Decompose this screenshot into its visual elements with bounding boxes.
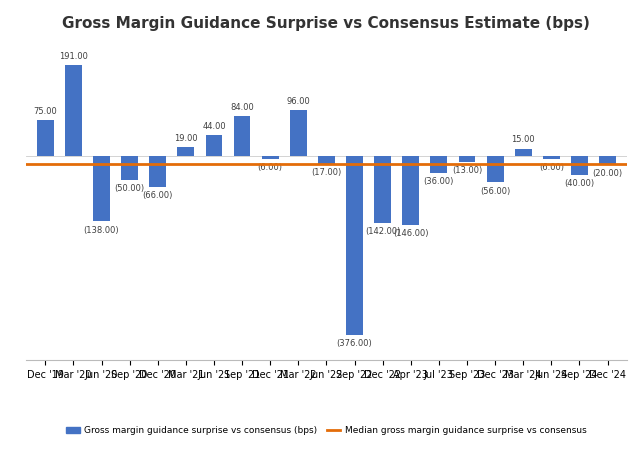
Bar bbox=[65, 65, 82, 156]
Text: (6.00): (6.00) bbox=[539, 163, 564, 172]
Bar bbox=[234, 116, 250, 156]
Text: (142.00): (142.00) bbox=[365, 227, 400, 237]
Text: (6.00): (6.00) bbox=[258, 163, 283, 172]
Text: (20.00): (20.00) bbox=[593, 170, 623, 178]
Bar bbox=[205, 135, 222, 156]
Bar bbox=[93, 156, 110, 221]
Bar bbox=[290, 110, 307, 156]
Text: (36.00): (36.00) bbox=[424, 177, 454, 186]
Bar bbox=[515, 149, 532, 156]
Text: (56.00): (56.00) bbox=[480, 187, 510, 195]
Text: (376.00): (376.00) bbox=[337, 339, 372, 348]
Text: 96.00: 96.00 bbox=[287, 97, 310, 106]
Text: (66.00): (66.00) bbox=[143, 191, 173, 201]
Text: (13.00): (13.00) bbox=[452, 166, 482, 175]
Text: (146.00): (146.00) bbox=[393, 230, 429, 238]
Bar bbox=[37, 120, 54, 156]
Bar bbox=[599, 156, 616, 165]
Bar bbox=[403, 156, 419, 225]
Bar bbox=[458, 156, 476, 162]
Text: (50.00): (50.00) bbox=[115, 184, 145, 193]
Bar bbox=[149, 156, 166, 187]
Bar bbox=[121, 156, 138, 180]
Title: Gross Margin Guidance Surprise vs Consensus Estimate (bps): Gross Margin Guidance Surprise vs Consen… bbox=[63, 16, 590, 30]
Bar bbox=[374, 156, 391, 223]
Bar bbox=[262, 156, 278, 158]
Text: 15.00: 15.00 bbox=[511, 135, 535, 145]
Text: 191.00: 191.00 bbox=[59, 52, 88, 61]
Text: (138.00): (138.00) bbox=[84, 225, 119, 235]
Legend: Gross margin guidance surprise vs consensus (bps), Median gross margin guidance : Gross margin guidance surprise vs consen… bbox=[63, 422, 590, 438]
Bar bbox=[431, 156, 447, 173]
Text: 19.00: 19.00 bbox=[174, 134, 198, 143]
Bar bbox=[177, 147, 195, 156]
Bar bbox=[543, 156, 560, 158]
Text: 84.00: 84.00 bbox=[230, 103, 254, 112]
Text: 75.00: 75.00 bbox=[33, 107, 57, 116]
Bar bbox=[571, 156, 588, 175]
Bar bbox=[318, 156, 335, 164]
Bar bbox=[486, 156, 504, 182]
Text: (40.00): (40.00) bbox=[564, 179, 595, 188]
Text: 44.00: 44.00 bbox=[202, 122, 226, 131]
Text: (17.00): (17.00) bbox=[311, 168, 342, 177]
Bar bbox=[346, 156, 363, 334]
